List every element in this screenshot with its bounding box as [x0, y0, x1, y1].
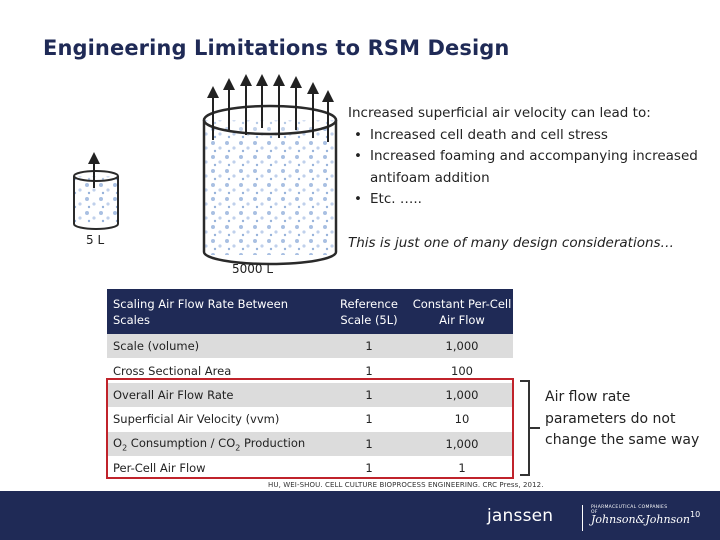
param-cell: Cross Sectional Area — [113, 363, 232, 378]
bullet-item: Increased foaming and accompanying incre… — [348, 146, 708, 189]
bullet-item: Increased cell death and cell stress — [348, 125, 708, 147]
bracket — [520, 380, 530, 476]
constant-cell: 100 — [451, 363, 473, 378]
footer-bar — [0, 491, 720, 540]
small-vessel-label: 5 L — [86, 233, 105, 247]
brand-divider — [582, 505, 583, 531]
citation: HU, WEI-SHOU. CELL CULTURE BIOPROCESS EN… — [268, 481, 544, 489]
vessel-illustration — [73, 74, 338, 266]
bullet-list: Increased cell death and cell stress Inc… — [348, 125, 708, 211]
header-cell: Constant Per-Cell Air Flow — [412, 296, 512, 327]
page-number: 10 — [690, 510, 701, 519]
italic-note: This is just one of many design consider… — [348, 235, 675, 251]
reference-cell: 1 — [365, 461, 373, 476]
param-cell: Scale (volume) — [113, 339, 200, 354]
brand-subtitle: PHARMACEUTICAL COMPANIES OF — [591, 505, 668, 515]
side-note: Air flow rate parameters do not change t… — [545, 389, 700, 448]
constant-cell: 10 — [454, 412, 470, 427]
constant-cell: 1,000 — [445, 436, 479, 451]
table-row: Per-Cell Air Flow 1 1 — [107, 456, 513, 480]
constant-cell: 1,000 — [445, 387, 479, 402]
bullet-block: Increased superficial air velocity can l… — [348, 103, 708, 211]
slide-title: Engineering Limitations to RSM Design — [43, 36, 510, 60]
bullet-lead: Increased superficial air velocity can l… — [348, 105, 651, 121]
table-row: Superficial Air Velocity (vvm) 1 10 — [107, 407, 513, 431]
brand-logo: janssen — [487, 506, 554, 526]
scaling-table: Scaling Air Flow Rate Between Scales Ref… — [107, 289, 513, 480]
table-row: O2 Consumption / CO2 Production 1 1,000 — [107, 431, 513, 456]
param-cell: O2 Consumption / CO2 Production — [113, 435, 306, 452]
reference-cell: 1 — [365, 387, 373, 402]
table-row: Overall Air Flow Rate 1 1,000 — [107, 382, 513, 408]
reference-cell: 1 — [365, 339, 373, 354]
constant-cell: 1 — [458, 461, 466, 476]
table-row: Scale (volume) 1 1,000 — [107, 334, 513, 359]
param-cell: Per-Cell Air Flow — [113, 461, 206, 476]
reference-cell: 1 — [365, 436, 373, 451]
bullet-item: Etc. ….. — [348, 189, 708, 211]
param-cell: Overall Air Flow Rate — [113, 387, 234, 402]
param-cell: Superficial Air Velocity (vvm) — [113, 412, 280, 427]
brand-script-logo: Johnson&Johnson — [591, 513, 690, 526]
header-cell: Scaling Air Flow Rate Between Scales — [113, 296, 288, 327]
large-vessel-label: 5000 L — [232, 262, 274, 276]
header-cell: Reference Scale (5L) — [340, 296, 398, 327]
large-vessel — [202, 74, 338, 266]
small-vessel — [73, 152, 119, 230]
table-header: Scaling Air Flow Rate Between Scales Ref… — [107, 289, 513, 334]
table-row: Cross Sectional Area 1 100 — [107, 358, 513, 382]
constant-cell: 1,000 — [445, 339, 479, 354]
bracket-tick — [530, 427, 540, 429]
highlight-box — [106, 378, 514, 479]
reference-cell: 1 — [365, 363, 373, 378]
reference-cell: 1 — [365, 412, 373, 427]
